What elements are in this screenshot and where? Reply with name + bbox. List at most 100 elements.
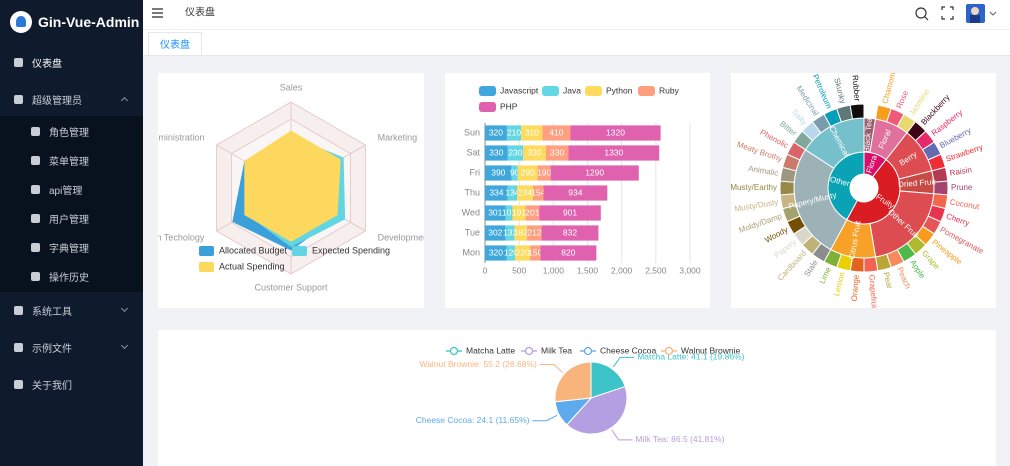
menu-item[interactable]: 系统工具 bbox=[0, 295, 143, 325]
bar-segment bbox=[485, 245, 507, 261]
bar-value-label: 302 bbox=[488, 227, 502, 237]
radar-indicator-label: Sales bbox=[280, 82, 303, 92]
app-title: Gin-Vue-Admin bbox=[38, 14, 140, 30]
card: Matcha Latte: 41.1 (19.86%) Milk Tea: 86.… bbox=[158, 330, 996, 466]
bar-value-label: 320 bbox=[489, 247, 503, 257]
menu-icon bbox=[14, 57, 23, 67]
bar-segment bbox=[525, 205, 540, 221]
sunburst-label: Rubber bbox=[851, 75, 862, 102]
sunburst-segment bbox=[779, 180, 795, 196]
legend-label: Expected Spending bbox=[312, 245, 390, 255]
legend-label: Java bbox=[563, 85, 581, 95]
bar-value-label: 132 bbox=[503, 227, 517, 237]
logo[interactable]: Gin-Vue-Admin bbox=[0, 0, 143, 44]
menu-label: 关于我们 bbox=[32, 380, 72, 392]
legend-swatch bbox=[638, 86, 655, 96]
sunburst-label: Lemon bbox=[832, 271, 847, 297]
bar-segment bbox=[485, 165, 512, 181]
fullscreen-icon[interactable] bbox=[941, 6, 954, 20]
legend-swatch bbox=[542, 86, 559, 96]
menu-icon bbox=[31, 271, 40, 281]
x-tick-label: 2,000 bbox=[611, 265, 633, 275]
y-tick-label: Sat bbox=[466, 147, 480, 157]
menu-toggle[interactable] bbox=[152, 8, 163, 18]
legend-swatch bbox=[585, 86, 602, 96]
label-line bbox=[611, 429, 633, 441]
sunburst-label: Animalic bbox=[748, 164, 779, 178]
menu-icon bbox=[31, 213, 40, 223]
sunburst-label: Pear bbox=[881, 271, 894, 290]
bar-value-label: 330 bbox=[489, 147, 503, 157]
submenu-item[interactable]: 用户管理 bbox=[0, 203, 143, 233]
sunburst-segment bbox=[863, 256, 879, 273]
submenu-item[interactable]: 菜单管理 bbox=[0, 145, 143, 175]
radar-indicator-label: Administration bbox=[158, 132, 204, 142]
legend-label: Walnut Brownie bbox=[681, 345, 740, 355]
x-tick-label: 1,500 bbox=[577, 265, 599, 275]
menu-label: 操作历史 bbox=[49, 272, 89, 284]
submenu-item[interactable]: 操作历史 bbox=[0, 261, 143, 291]
legend-swatch bbox=[199, 262, 214, 272]
pie-value-label: Matcha Latte: 41.1 (19.86%) bbox=[637, 352, 744, 362]
tab-bar: 仪表盘 bbox=[143, 30, 1010, 56]
menu-item[interactable]: 关于我们 bbox=[0, 369, 143, 399]
sunburst-label: Apple bbox=[908, 258, 927, 281]
bar-segment bbox=[568, 145, 660, 161]
menu-label: 用户管理 bbox=[49, 214, 89, 226]
bar-value-label: 310 bbox=[525, 127, 539, 137]
legend-label: Matcha Latte bbox=[466, 345, 515, 355]
bar-segment bbox=[517, 165, 538, 181]
menu-item[interactable]: 示例文件 bbox=[0, 332, 143, 362]
card: 0 500 1,000 1,500 2,000 2,500 3,000 Mon 320 120 22… bbox=[445, 73, 710, 308]
bar-segment bbox=[506, 125, 522, 141]
bar-segment bbox=[545, 145, 569, 161]
bar-value-label: 334 bbox=[489, 187, 503, 197]
legend-label: Milk Tea bbox=[541, 345, 572, 355]
bar-value-label: 330 bbox=[527, 147, 541, 157]
legend-label: Javascript bbox=[500, 85, 539, 95]
menu-item[interactable]: 超级管理员 bbox=[0, 84, 143, 114]
menu-label: 系统工具 bbox=[32, 306, 72, 318]
menu-label: 示例文件 bbox=[32, 343, 72, 355]
radar-indicator-label: Information Techology bbox=[158, 232, 205, 242]
y-tick-label: Thu bbox=[464, 187, 480, 197]
bar-value-label: 210 bbox=[507, 127, 521, 137]
menu-icon bbox=[31, 155, 40, 165]
tab[interactable]: 仪表盘 bbox=[148, 32, 202, 55]
bar-segment bbox=[542, 125, 571, 141]
sunburst-label: Cherry bbox=[945, 212, 971, 228]
menu-icon bbox=[14, 342, 23, 352]
submenu-item[interactable]: api管理 bbox=[0, 174, 143, 204]
menu-item[interactable]: 仪表盘 bbox=[0, 47, 143, 77]
menu-icon bbox=[14, 379, 23, 389]
radar-indicator-label: Marketing bbox=[378, 132, 418, 142]
y-tick-label: Mon bbox=[462, 247, 480, 257]
bar-value-label: 190 bbox=[537, 167, 551, 177]
sidebar: Gin-Vue-Admin 仪表盘超级管理员角色管理菜单管理 api管理用户管理字… bbox=[0, 0, 143, 466]
bar-segment bbox=[514, 225, 528, 241]
bar-segment bbox=[512, 205, 526, 221]
sunburst-label: Dried Fruit bbox=[898, 177, 937, 189]
bar-segment bbox=[485, 225, 506, 241]
legend-marker bbox=[664, 346, 674, 356]
legend-marker bbox=[449, 346, 459, 356]
menu-label: api管理 bbox=[49, 185, 83, 197]
bar-segment bbox=[527, 225, 542, 241]
sunburst-label: Peach bbox=[895, 266, 912, 290]
submenu-item[interactable]: 字典管理 bbox=[0, 232, 143, 262]
search-icon[interactable] bbox=[915, 7, 929, 21]
avatar[interactable] bbox=[966, 4, 997, 23]
sunburst-label: Stale bbox=[802, 258, 820, 279]
header-bar: 仪表盘 bbox=[152, 4, 997, 23]
bar-segment bbox=[570, 125, 661, 141]
y-tick-label: Sun bbox=[464, 127, 480, 137]
menu-label: 角色管理 bbox=[49, 127, 89, 139]
breadcrumb[interactable]: 仪表盘 bbox=[185, 6, 215, 19]
bar-value-label: 234 bbox=[518, 187, 532, 197]
legend-swatch bbox=[292, 246, 307, 256]
menu-arrow bbox=[120, 96, 129, 105]
submenu-item[interactable]: 角色管理 bbox=[0, 116, 143, 146]
menu-icon bbox=[31, 242, 40, 252]
label-line bbox=[612, 356, 635, 368]
